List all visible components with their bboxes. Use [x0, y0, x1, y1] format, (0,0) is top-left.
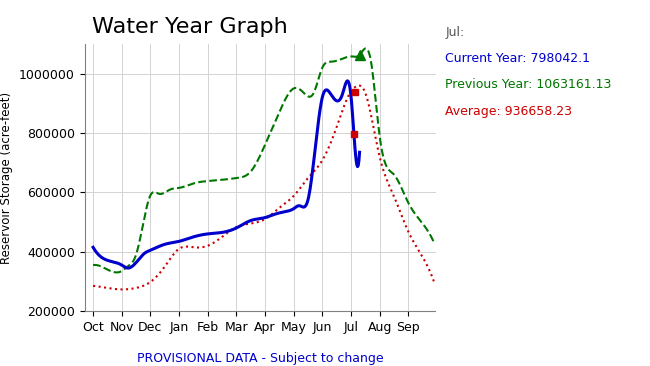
Y-axis label: Reservoir Storage (acre-feet): Reservoir Storage (acre-feet): [1, 92, 14, 264]
Text: Average: 936658.23: Average: 936658.23: [445, 105, 572, 118]
Text: Current Year: 798042.1: Current Year: 798042.1: [445, 52, 590, 65]
Text: Jul:: Jul:: [445, 26, 465, 39]
Text: Water Year Graph: Water Year Graph: [92, 17, 287, 37]
Text: PROVISIONAL DATA - Subject to change: PROVISIONAL DATA - Subject to change: [136, 352, 384, 365]
Text: Previous Year: 1063161.13: Previous Year: 1063161.13: [445, 78, 612, 92]
